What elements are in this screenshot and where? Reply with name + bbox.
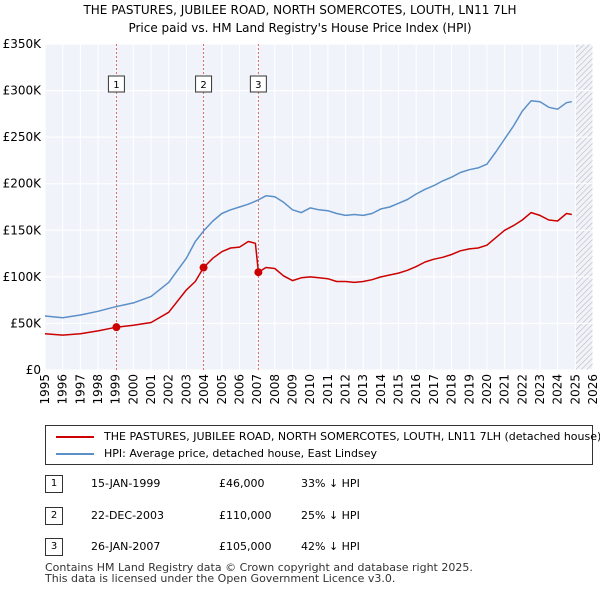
y-tick-label: £250K bbox=[3, 130, 43, 144]
y-tick-label: £200K bbox=[3, 177, 43, 191]
x-tick-label: 2023 bbox=[533, 374, 547, 405]
transaction-badge: 2 bbox=[45, 507, 63, 525]
transaction-badge: 1 bbox=[45, 475, 63, 493]
x-tick-label: 2001 bbox=[144, 374, 158, 405]
price-chart: £0 £50K £100K £150K £200K £250K £300K £350K 1995… bbox=[3, 37, 600, 405]
y-tick-label: £300K bbox=[3, 84, 43, 98]
x-tick-label: 1996 bbox=[56, 374, 70, 405]
legend-swatch-property bbox=[56, 436, 94, 438]
x-tick-label: 2007 bbox=[250, 374, 264, 405]
projection-area bbox=[575, 44, 593, 370]
transaction-badge-box bbox=[195, 75, 213, 93]
x-tick-label: 2009 bbox=[285, 374, 299, 405]
x-tick-label: 1995 bbox=[38, 374, 52, 405]
x-tick-label: 2021 bbox=[498, 374, 512, 405]
transaction-point bbox=[254, 268, 263, 277]
x-tick-label: 1998 bbox=[91, 374, 105, 405]
x-tick-label: 2018 bbox=[445, 374, 459, 405]
transaction-hpi-diff: 42% ↓ HPI bbox=[301, 540, 360, 553]
transaction-badge-box bbox=[107, 75, 125, 93]
x-tick-label: 2017 bbox=[427, 374, 441, 405]
legend-swatch-hpi bbox=[56, 453, 94, 455]
y-tick-label: £0 bbox=[26, 363, 41, 377]
x-tick-label: 2019 bbox=[462, 374, 476, 405]
hpi-line bbox=[44, 100, 572, 319]
chart-subtitle: Price paid vs. HM Land Registry's House … bbox=[128, 21, 472, 35]
x-tick-label: 2003 bbox=[179, 374, 193, 405]
x-tick-label: 2014 bbox=[374, 374, 388, 405]
transaction-badge-label: 1 bbox=[113, 80, 119, 91]
legend-item-hpi: HPI: Average price, detached house, East… bbox=[56, 446, 377, 462]
property-price-line bbox=[44, 211, 572, 336]
x-tick-label: 2016 bbox=[409, 374, 423, 405]
x-tick-label: 2012 bbox=[339, 374, 353, 405]
transaction-date: 26-JAN-2007 bbox=[91, 540, 161, 553]
footer-licence: This data is licensed under the Open Gov… bbox=[45, 572, 396, 585]
transaction-price: £105,000 bbox=[219, 540, 272, 553]
x-tick-label: 2006 bbox=[232, 374, 246, 405]
y-tick-label: £50K bbox=[10, 316, 42, 330]
transaction-badge-box bbox=[249, 75, 267, 93]
transaction-point bbox=[112, 323, 121, 332]
plot-background bbox=[45, 44, 593, 370]
transaction-date: 22-DEC-2003 bbox=[91, 509, 165, 522]
transaction-price: £46,000 bbox=[219, 477, 265, 490]
x-tick-label: 2002 bbox=[162, 374, 176, 405]
x-tick-label: 1997 bbox=[73, 374, 87, 405]
x-tick-label: 2011 bbox=[321, 374, 335, 405]
x-tick-label: 2004 bbox=[197, 374, 211, 405]
x-tick-label: 2026 bbox=[586, 374, 600, 405]
transaction-hpi-diff: 33% ↓ HPI bbox=[301, 477, 360, 490]
transaction-date: 15-JAN-1999 bbox=[91, 477, 161, 490]
legend-label-hpi: HPI: Average price, detached house, East… bbox=[104, 447, 378, 460]
x-tick-label: 2010 bbox=[303, 374, 317, 405]
legend-label-property: THE PASTURES, JUBILEE ROAD, NORTH SOMERC… bbox=[104, 430, 600, 443]
x-tick-label: 1999 bbox=[109, 374, 123, 405]
legend: THE PASTURES, JUBILEE ROAD, NORTH SOMERC… bbox=[45, 425, 600, 465]
transaction-badge-label: 2 bbox=[200, 80, 206, 91]
y-tick-label: £150K bbox=[3, 223, 43, 237]
x-tick-label: 2005 bbox=[215, 374, 229, 405]
y-tick-label: £100K bbox=[3, 270, 43, 284]
transaction-badge-label: 3 bbox=[255, 80, 261, 91]
y-tick-label: £350K bbox=[3, 37, 43, 51]
transaction-price: £110,000 bbox=[219, 509, 272, 522]
x-tick-label: 2015 bbox=[392, 374, 406, 405]
legend-item-property: THE PASTURES, JUBILEE ROAD, NORTH SOMERC… bbox=[56, 429, 600, 445]
x-tick-label: 2022 bbox=[515, 374, 529, 405]
transaction-badge: 3 bbox=[45, 538, 63, 556]
x-tick-label: 2024 bbox=[551, 374, 565, 405]
x-tick-label: 2008 bbox=[268, 374, 282, 405]
footer-copyright: Contains HM Land Registry data © Crown c… bbox=[45, 561, 473, 574]
transaction-hpi-diff: 25% ↓ HPI bbox=[301, 509, 360, 522]
x-tick-label: 2013 bbox=[356, 374, 370, 405]
chart-title: THE PASTURES, JUBILEE ROAD, NORTH SOMERC… bbox=[83, 3, 517, 17]
x-tick-label: 2000 bbox=[126, 374, 140, 405]
transaction-point bbox=[199, 263, 208, 272]
x-tick-label: 2025 bbox=[568, 374, 582, 405]
x-tick-label: 2020 bbox=[480, 374, 494, 405]
